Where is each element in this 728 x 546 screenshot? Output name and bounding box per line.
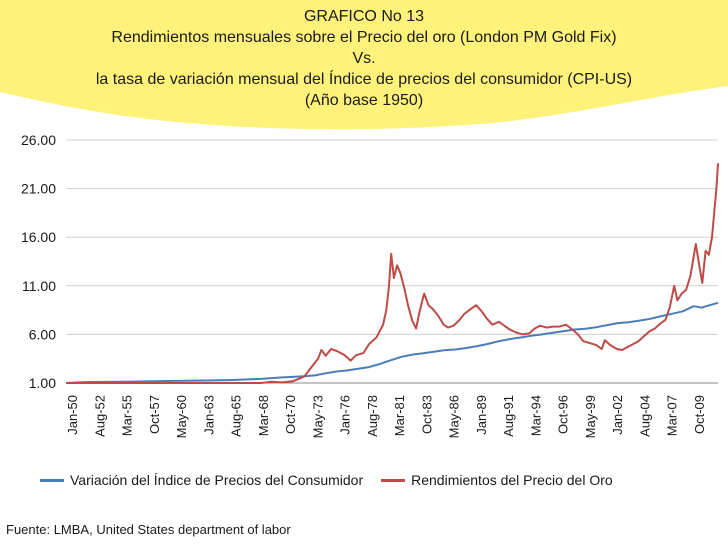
- x-tick-label: May-73: [310, 395, 325, 438]
- legend-item-gold: Rendimientos del Precio del Oro: [381, 472, 613, 488]
- title-line-5: (Año base 1950): [304, 92, 424, 109]
- x-tick-label: Oct-70: [283, 395, 298, 434]
- x-tick-label: May-60: [174, 395, 189, 438]
- cpi-series-line: [65, 301, 719, 384]
- y-tick-label: 21.00: [21, 181, 56, 197]
- y-tick-label: 11.00: [22, 278, 56, 294]
- chart-title: GRAFICO No 13 Rendimientos mensuales sob…: [0, 6, 728, 111]
- x-tick-label: Mar-07: [665, 395, 680, 436]
- y-tick-label: 6.00: [29, 326, 56, 342]
- x-tick-label: Mar-55: [120, 395, 135, 436]
- legend: Variación del Índice de Precios del Cons…: [40, 472, 720, 488]
- y-tick-label: 16.00: [21, 229, 56, 245]
- title-line-2: Rendimientos mensuales sobre el Precio d…: [111, 29, 617, 46]
- y-tick-label: 26.00: [21, 132, 56, 148]
- x-tick-label: Jan-89: [474, 395, 489, 435]
- x-tick-label: Aug-78: [365, 395, 380, 437]
- source-note: Fuente: LMBA, United States department o…: [6, 522, 291, 537]
- x-tick-label: Jan-50: [65, 395, 80, 435]
- x-tick-label: Mar-81: [392, 395, 407, 436]
- x-tick-label: Oct-83: [419, 395, 434, 434]
- x-tick-label: Aug-65: [229, 395, 244, 437]
- x-tick-labels: Jan-50 Aug-52 Mar-55 Oct-57 May-60 Jan-63 Aug-…: [65, 395, 707, 438]
- x-tick-label: Aug-04: [637, 395, 652, 437]
- legend-swatch-gold: [381, 478, 406, 482]
- x-tick-label: Jan-02: [610, 395, 625, 435]
- x-tick-label: Mar-68: [256, 395, 271, 436]
- grid-lines: [66, 139, 718, 335]
- x-tick-label: Aug-52: [92, 395, 107, 437]
- title-line-4: la tasa de variación mensual del Índice …: [95, 71, 633, 88]
- x-tick-label: Jan-63: [201, 395, 216, 435]
- gold-series-line: [66, 163, 719, 384]
- x-tick-label: May-86: [447, 395, 462, 438]
- title-line-1: GRAFICO No 13: [303, 8, 425, 25]
- x-tick-label: Oct-09: [692, 395, 707, 434]
- title-highlight-blob: [0, 0, 728, 130]
- x-tick-label: Oct-57: [147, 395, 162, 434]
- y-tick-labels: 26.00 21.00 16.00 11.00 6.00 1.00: [21, 132, 56, 391]
- x-tick-label: Mar-94: [528, 395, 543, 436]
- x-tick-label: Jan-76: [338, 395, 353, 435]
- series-lines: [65, 163, 719, 384]
- legend-label-cpi: Variación del Índice de Precios del Cons…: [70, 472, 364, 488]
- legend-label-gold: Rendimientos del Precio del Oro: [411, 472, 613, 488]
- x-tick-label: May-99: [583, 395, 598, 438]
- legend-item-cpi: Variación del Índice de Precios del Cons…: [40, 472, 363, 488]
- legend-swatch-cpi: [40, 478, 64, 482]
- x-tick-label: Oct-96: [556, 395, 571, 434]
- title-line-3: Vs.: [352, 50, 376, 67]
- x-tick-label: Aug-91: [501, 395, 516, 437]
- y-tick-label: 1.00: [29, 375, 56, 391]
